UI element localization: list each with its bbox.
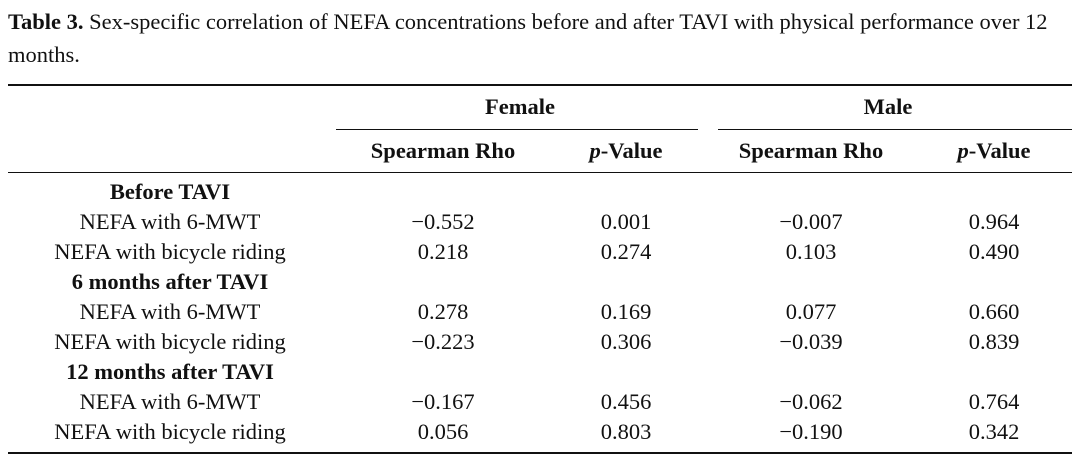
table-cell: 0.056 [417,419,469,444]
row-label: NEFA with 6-MWT [79,209,261,234]
table-cell: 0.964 [968,209,1020,234]
column-header-male-rho: Spearman Rho [738,138,884,163]
section-title: Before TAVI [109,179,231,204]
table-cell: 0.660 [968,299,1020,324]
table-caption: Table 3. Sex-specific correlation of NEF… [8,5,1070,71]
table-cell: 0.803 [600,419,652,444]
column-header-female-rho: Spearman Rho [370,138,516,163]
group-header-female: Female [485,94,555,119]
table-cell: 0.001 [600,209,652,234]
table-cell: 0.274 [600,239,652,264]
table-cell: 0.839 [968,329,1020,354]
table-cell: −0.223 [411,329,475,354]
table-cell: 0.278 [417,299,469,324]
row-label: NEFA with bicycle riding [54,419,286,444]
table-cell: 0.218 [417,239,469,264]
table-cell: −0.039 [779,329,843,354]
section-title: 12 months after TAVI [66,359,274,384]
table-cell: −0.552 [411,209,475,234]
table-cell: 0.456 [600,389,652,414]
table-cell: 0.490 [968,239,1020,264]
row-label: NEFA with bicycle riding [54,329,286,354]
row-label: NEFA with 6-MWT [79,299,261,324]
table-cell: −0.167 [411,389,475,414]
group-rule-female [336,129,698,130]
table-cell: −0.007 [779,209,843,234]
table-top-rule [8,84,1072,86]
column-header-male-p: p-Value [957,138,1031,163]
table-cell: −0.062 [779,389,843,414]
table-cell: 0.103 [785,239,837,264]
table-header-rule [8,172,1072,173]
caption-label: Table 3. [8,9,84,34]
column-header-female-p: p-Value [589,138,663,163]
caption-text: Sex-specific correlation of NEFA concent… [8,9,1048,67]
table-cell: 0.764 [968,389,1020,414]
table-cell: −0.190 [779,419,843,444]
row-label: NEFA with bicycle riding [54,239,286,264]
group-header-male: Male [863,94,913,119]
row-label: NEFA with 6-MWT [79,389,261,414]
table-cell: 0.342 [968,419,1020,444]
group-rule-male [718,129,1072,130]
table-cell: 0.077 [785,299,837,324]
table-cell: 0.306 [600,329,652,354]
section-title: 6 months after TAVI [71,269,269,294]
table-cell: 0.169 [600,299,652,324]
table-bottom-rule [8,452,1072,454]
